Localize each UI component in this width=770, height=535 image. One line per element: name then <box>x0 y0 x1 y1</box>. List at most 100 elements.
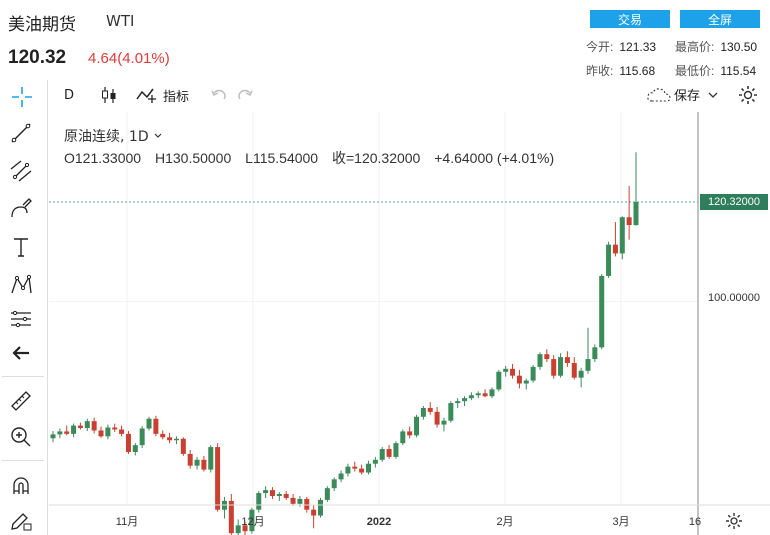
candle <box>187 450 193 469</box>
candle <box>283 491 289 500</box>
candle <box>50 430 56 443</box>
zoom-in-icon <box>11 427 31 447</box>
candle <box>317 497 323 518</box>
candle <box>619 216 625 260</box>
candle <box>242 521 248 535</box>
magnet-icon <box>13 477 29 494</box>
brush-icon <box>11 198 32 218</box>
candle <box>578 367 584 388</box>
candle <box>125 430 131 454</box>
candle <box>482 389 488 398</box>
trend-line-tool[interactable] <box>8 120 34 146</box>
candle <box>91 417 97 434</box>
stat-high: 最高价: 130.50 <box>675 40 758 54</box>
stat-open: 今开: 121.33 <box>586 40 657 54</box>
candle <box>633 152 639 226</box>
fullscreen-button[interactable]: 全屏 <box>680 10 760 28</box>
save-button[interactable]: 保存 <box>646 85 720 104</box>
candle <box>468 392 474 401</box>
back-tool[interactable] <box>8 340 34 366</box>
gear-icon <box>739 86 757 104</box>
candle <box>558 353 564 378</box>
zoom-tool[interactable] <box>8 424 34 450</box>
price-change: 4.64(4.01%) <box>88 50 170 67</box>
candle <box>544 349 550 363</box>
symbol-label: WTI <box>106 12 135 30</box>
candle <box>324 486 330 502</box>
candle <box>153 415 159 437</box>
pencil-lock-icon <box>11 513 32 531</box>
stat-prev-close: 昨收: 115.68 <box>586 64 656 78</box>
brush-tool[interactable] <box>8 196 34 222</box>
candle <box>194 456 200 470</box>
candle <box>105 424 111 440</box>
chart-type-button[interactable] <box>100 85 118 105</box>
candle <box>393 441 399 459</box>
candle <box>201 455 207 472</box>
candle <box>372 456 378 468</box>
candle <box>606 241 612 278</box>
fib-tool[interactable] <box>8 158 34 184</box>
trade-button[interactable]: 交易 <box>590 10 670 28</box>
candle <box>400 429 406 446</box>
y-tick-label: 100.00000 <box>708 292 760 304</box>
candle <box>221 496 227 519</box>
rail-border <box>47 80 48 535</box>
cloud-icon <box>647 87 671 102</box>
candle <box>263 486 269 498</box>
candle <box>496 369 502 392</box>
crosshair-icon <box>12 87 32 107</box>
candle <box>359 464 365 475</box>
candle <box>551 355 557 379</box>
series-legend[interactable]: 原油连续, 1D <box>64 126 163 146</box>
candle <box>146 416 152 431</box>
candle <box>290 494 296 506</box>
candle <box>434 406 440 428</box>
candle <box>489 387 495 399</box>
candle <box>235 519 241 535</box>
x-tick-label: 2022 <box>367 516 391 528</box>
candle <box>427 402 433 415</box>
draw-lock-tool[interactable] <box>8 508 34 534</box>
undo-button[interactable] <box>210 85 228 103</box>
pattern-tool[interactable] <box>8 272 34 298</box>
redo-button[interactable] <box>236 85 254 103</box>
drawing-toolbar <box>0 80 48 535</box>
candle <box>112 423 118 432</box>
chart-settings-button[interactable] <box>737 84 759 106</box>
candle <box>455 398 461 408</box>
candle <box>215 443 221 512</box>
candle <box>516 369 522 389</box>
candle <box>311 504 317 529</box>
candle <box>612 222 618 257</box>
candle <box>571 357 577 380</box>
measure-tool[interactable] <box>8 388 34 414</box>
candle <box>331 477 337 492</box>
interval-button[interactable]: D <box>64 88 75 103</box>
candle <box>71 423 77 438</box>
indicators-button[interactable]: 指标 <box>135 85 189 105</box>
ruler-icon <box>11 391 31 411</box>
candle <box>523 378 529 390</box>
chevron-down-icon <box>708 92 718 98</box>
chart-grid <box>49 112 698 505</box>
candle <box>475 391 481 399</box>
candle <box>57 428 63 439</box>
candle <box>537 352 543 370</box>
candle <box>592 344 598 363</box>
time-axis-settings-button[interactable] <box>725 512 743 534</box>
candle <box>379 447 385 462</box>
candle <box>503 365 509 377</box>
candle <box>448 401 454 423</box>
undo-icon <box>211 89 226 100</box>
gear-icon <box>726 513 742 529</box>
chevron-down-icon <box>154 133 162 138</box>
text-tool[interactable] <box>8 234 34 260</box>
x-tick-label: 12月 <box>241 516 264 528</box>
candle <box>167 432 173 444</box>
candle <box>366 460 372 475</box>
crosshair-tool-button[interactable] <box>10 85 34 109</box>
prediction-tool[interactable] <box>8 306 34 332</box>
magnet-tool[interactable] <box>8 473 34 499</box>
price-chart[interactable]: 11月 12月 2022 2月 3月 16 <box>49 112 770 535</box>
